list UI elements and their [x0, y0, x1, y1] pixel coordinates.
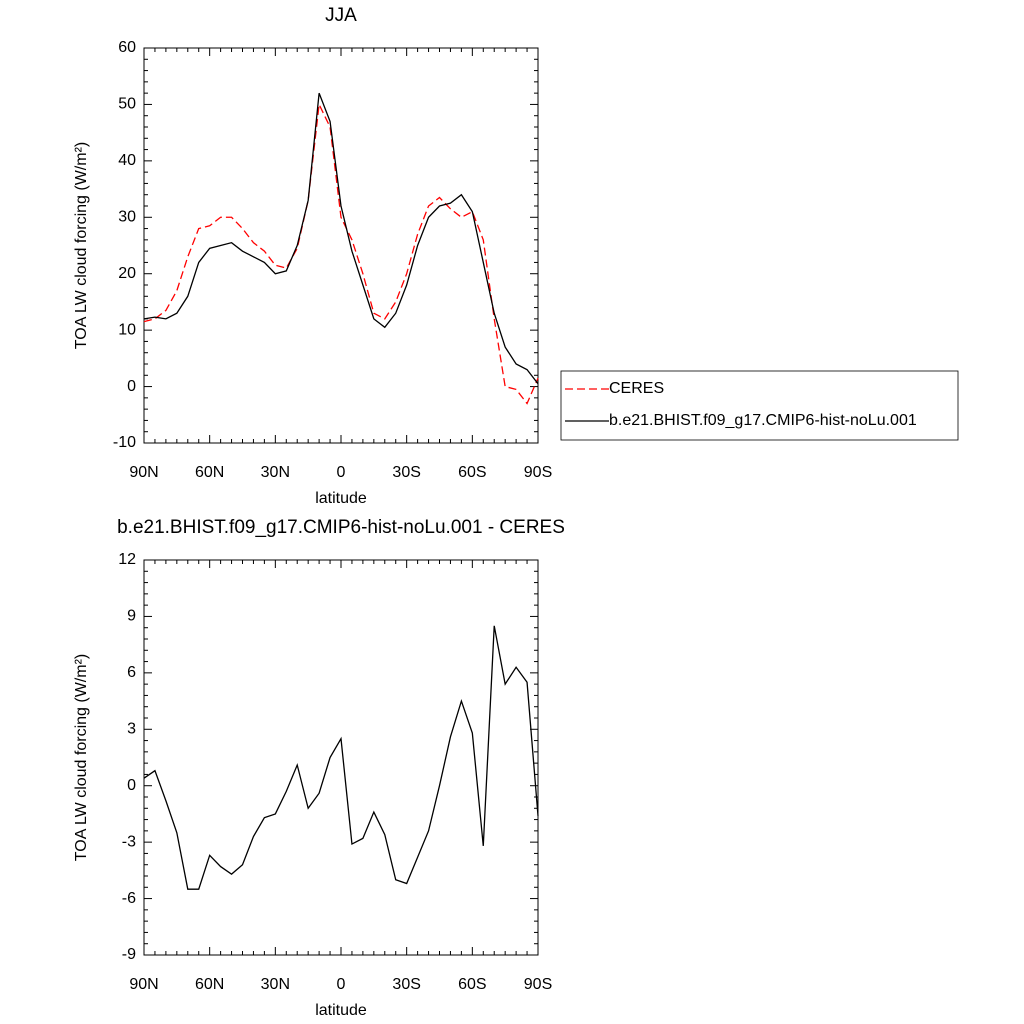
x-tick-label: 30N [261, 464, 290, 481]
x-tick-label: 60N [195, 976, 224, 993]
legend-label: CERES [609, 380, 664, 397]
y-tick-label: 0 [127, 378, 136, 395]
plot-frame [143, 47, 539, 444]
y-axis-label: TOA LW cloud forcing (W/m²) [73, 654, 90, 861]
x-tick-label: 60S [458, 976, 486, 993]
y-tick-label: 3 [127, 721, 136, 738]
y-tick-label: -10 [113, 434, 136, 451]
x-axis-label: latitude [315, 490, 367, 507]
y-tick-label: 60 [118, 39, 136, 56]
x-tick-label: 90S [524, 464, 552, 481]
y-tick-label: 9 [127, 608, 136, 625]
x-tick-label: 60N [195, 464, 224, 481]
y-tick-label: 10 [118, 321, 136, 338]
y-tick-label: 40 [118, 152, 136, 169]
data-line [143, 92, 539, 385]
y-axis-label: TOA LW cloud forcing (W/m²) [73, 142, 90, 349]
y-tick-label: 30 [118, 209, 136, 226]
y-tick-label: -9 [122, 946, 136, 963]
data-line [143, 625, 539, 890]
y-tick-label: 12 [118, 551, 136, 568]
x-tick-label: 60S [458, 464, 486, 481]
x-axis-label: latitude [315, 1002, 367, 1019]
x-tick-label: 30S [392, 464, 420, 481]
y-tick-label: 20 [118, 265, 136, 282]
x-tick-label: 0 [337, 976, 346, 993]
x-tick-label: 0 [337, 464, 346, 481]
legend-label: b.e21.BHIST.f09_g17.CMIP6-hist-noLu.001 [609, 412, 917, 429]
x-tick-label: 90N [129, 976, 158, 993]
x-tick-label: 90N [129, 464, 158, 481]
y-tick-label: 0 [127, 777, 136, 794]
plot-frame [143, 559, 539, 956]
y-tick-label: 50 [118, 96, 136, 113]
legend-box [560, 370, 959, 441]
x-tick-label: 30S [392, 976, 420, 993]
x-tick-label: 90S [524, 976, 552, 993]
data-line [143, 102, 539, 405]
x-tick-label: 30N [261, 976, 290, 993]
chart-title: b.e21.BHIST.f09_g17.CMIP6-hist-noLu.001 … [117, 517, 565, 538]
y-tick-label: 6 [127, 664, 136, 681]
chart-title: JJA [325, 5, 357, 26]
y-tick-label: -6 [122, 890, 136, 907]
y-tick-label: -3 [122, 833, 136, 850]
